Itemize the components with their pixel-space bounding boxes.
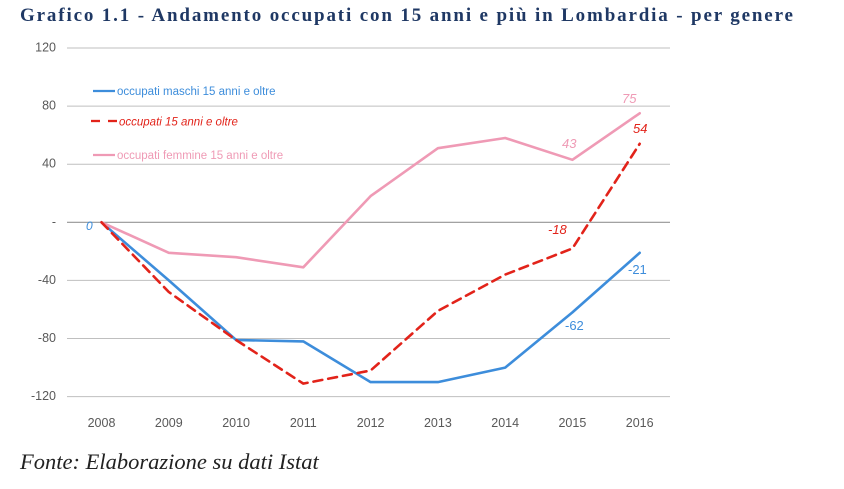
svg-text:40: 40 — [42, 157, 56, 171]
svg-text:80: 80 — [42, 99, 56, 113]
svg-text:-120: -120 — [31, 389, 56, 403]
svg-text:2013: 2013 — [424, 416, 452, 430]
svg-text:2014: 2014 — [491, 416, 519, 430]
svg-text:-40: -40 — [38, 273, 56, 287]
svg-text:-62: -62 — [565, 318, 584, 333]
svg-text:54: 54 — [633, 121, 647, 136]
svg-text:occupati maschi 15 anni e oltr: occupati maschi 15 anni e oltre — [117, 86, 276, 98]
svg-text:-80: -80 — [38, 331, 56, 345]
svg-text:43: 43 — [562, 136, 577, 151]
svg-text:2016: 2016 — [626, 416, 654, 430]
svg-text:-: - — [52, 215, 56, 229]
svg-text:2010: 2010 — [222, 416, 250, 430]
svg-text:-21: -21 — [628, 262, 647, 277]
svg-text:0: 0 — [86, 219, 93, 233]
svg-text:2015: 2015 — [558, 416, 586, 430]
svg-text:2008: 2008 — [88, 416, 116, 430]
svg-text:75: 75 — [622, 91, 637, 106]
svg-text:occupati 15 anni e oltre: occupati 15 anni e oltre — [119, 117, 238, 129]
svg-text:-18: -18 — [548, 222, 568, 237]
svg-text:2011: 2011 — [290, 416, 317, 430]
svg-text:120: 120 — [35, 41, 56, 55]
svg-text:2009: 2009 — [155, 416, 183, 430]
svg-text:2012: 2012 — [357, 416, 385, 430]
svg-text:occupati femmine 15 anni e olt: occupati femmine 15 anni e oltre — [117, 150, 283, 162]
